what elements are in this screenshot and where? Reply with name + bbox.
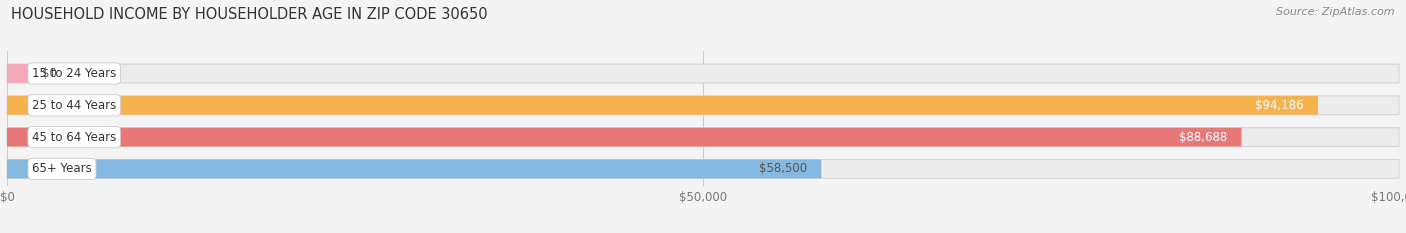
FancyBboxPatch shape bbox=[7, 96, 1317, 115]
Text: 65+ Years: 65+ Years bbox=[32, 162, 91, 175]
Text: $94,186: $94,186 bbox=[1256, 99, 1305, 112]
FancyBboxPatch shape bbox=[7, 96, 1399, 115]
FancyBboxPatch shape bbox=[7, 128, 1241, 147]
FancyBboxPatch shape bbox=[7, 64, 1399, 83]
FancyBboxPatch shape bbox=[7, 160, 1399, 178]
FancyBboxPatch shape bbox=[7, 128, 1399, 147]
Text: Source: ZipAtlas.com: Source: ZipAtlas.com bbox=[1277, 7, 1395, 17]
Text: 25 to 44 Years: 25 to 44 Years bbox=[32, 99, 117, 112]
Text: 15 to 24 Years: 15 to 24 Years bbox=[32, 67, 117, 80]
FancyBboxPatch shape bbox=[7, 160, 821, 178]
Text: $58,500: $58,500 bbox=[759, 162, 807, 175]
Text: HOUSEHOLD INCOME BY HOUSEHOLDER AGE IN ZIP CODE 30650: HOUSEHOLD INCOME BY HOUSEHOLDER AGE IN Z… bbox=[11, 7, 488, 22]
Text: $0: $0 bbox=[42, 67, 56, 80]
Text: 45 to 64 Years: 45 to 64 Years bbox=[32, 131, 117, 144]
FancyBboxPatch shape bbox=[7, 64, 32, 83]
Text: $88,688: $88,688 bbox=[1180, 131, 1227, 144]
